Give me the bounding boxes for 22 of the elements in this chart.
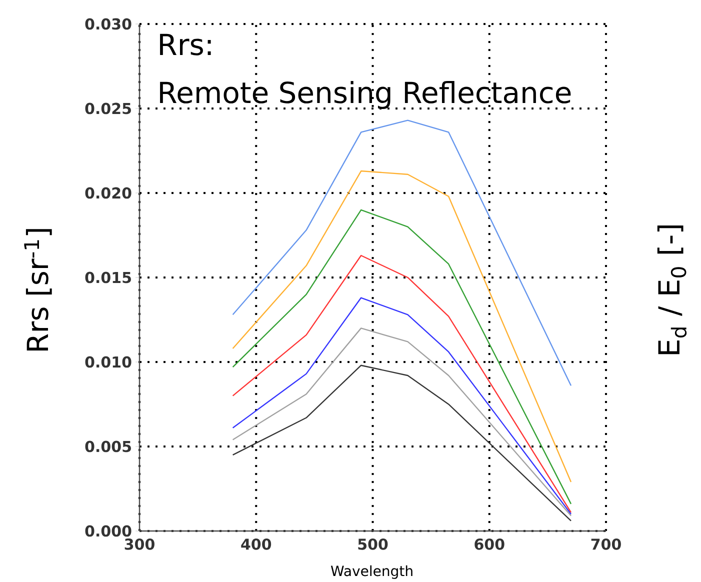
x-axis-title: Wavelength	[330, 565, 412, 579]
annotation: Rrs:	[160, 34, 211, 56]
x-tick-label: 400	[241, 538, 272, 550]
y-tick-label: 0.010	[85, 356, 132, 368]
line-series	[232, 120, 572, 386]
line-series	[232, 209, 572, 504]
y-tick-label: 0.030	[85, 18, 132, 30]
x-tick-label: 600	[474, 538, 504, 550]
y-tick-label: 0.005	[85, 440, 131, 452]
line-series	[232, 364, 572, 522]
x-tick-label: 300	[124, 538, 154, 550]
y-tick-label: 0.000	[85, 525, 132, 537]
x-tick-label: 700	[591, 538, 621, 550]
line-series	[232, 170, 572, 482]
y2-axis-title: E$_{d}$ / E$_{0}$ [-]	[657, 225, 687, 354]
y-tick-label: 0.020	[85, 187, 132, 199]
x-tick-label: 500	[358, 538, 388, 550]
y-tick-label: 0.025	[85, 102, 131, 114]
y-tick-label: 0.015	[85, 272, 131, 284]
line-series	[232, 254, 572, 513]
annotation: Remote Sensing Reflectance	[160, 80, 571, 109]
y-axis-title: Rrs [sr$^{-1}$]	[24, 228, 52, 350]
